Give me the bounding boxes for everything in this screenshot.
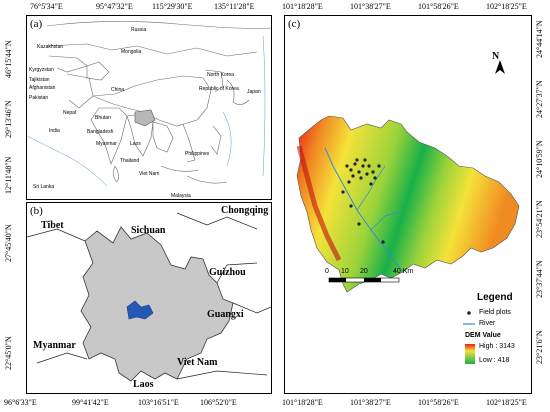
river-line xyxy=(324,147,404,273)
country-label: Russia xyxy=(131,27,147,33)
scale-label: 0 xyxy=(325,268,329,275)
country-label: Republic of Korea xyxy=(199,86,239,92)
panel-tag: (a) xyxy=(30,18,43,30)
tick-label: 23°37'44"N xyxy=(535,260,544,298)
tick-label: 24°10'59"N xyxy=(535,140,544,178)
tick-label: 101°18'28"E xyxy=(282,2,323,11)
legend-high: High : 3143 xyxy=(479,343,515,350)
country-label: Pakistan xyxy=(29,95,49,101)
panel-tag: (c) xyxy=(288,18,301,30)
tick-label: 101°38'27"E xyxy=(350,2,391,11)
country-label: North Korea xyxy=(207,72,234,78)
region-label: Myanmar xyxy=(33,340,76,351)
country-label: Tajikistan xyxy=(29,77,50,83)
region-label: Guizhou xyxy=(209,267,246,278)
legend-symbols xyxy=(463,311,475,364)
country-label: Kyrgyzstan xyxy=(29,67,54,73)
region-label: Laos xyxy=(133,379,154,390)
scale-label: 10 xyxy=(341,268,349,275)
country-label: Afghanistan xyxy=(29,85,56,91)
tick-label: 135°11'28"E xyxy=(214,2,255,11)
tick-label: 101°58'26"E xyxy=(418,2,459,11)
tick-label: 27°45'40"N xyxy=(4,224,13,262)
region-label: Viet Nam xyxy=(177,357,218,368)
scale-bar xyxy=(328,277,400,283)
country-label: Viet Nam xyxy=(139,171,160,177)
tick-label: 24°44'14"N xyxy=(535,20,544,58)
scale-label: 20 xyxy=(360,268,368,275)
tick-label: 12°11'48"N xyxy=(4,156,13,194)
tick-label: 115°29'30"E xyxy=(152,2,193,11)
yunnan-province xyxy=(80,226,234,382)
panel-c-dem-map: (c) N 0 10 20 40 Km Legend Field plots R… xyxy=(284,15,532,394)
legend-dem-title: DEM Value xyxy=(465,332,501,339)
tick-label: 106°52'0"E xyxy=(200,398,237,407)
tick-label: 29°13'46"N xyxy=(4,100,13,138)
legend-low: Low : 418 xyxy=(479,357,510,364)
tick-label: 23°54'21"N xyxy=(535,200,544,238)
country-label: Bangladesh xyxy=(87,129,114,135)
legend-field-plots: Field plots xyxy=(479,309,511,316)
study-area xyxy=(126,300,154,320)
panel-b-yunnan-map: (b) Tibet Sichuan Chongqing Guizhou Guan… xyxy=(26,202,272,394)
tick-label: 101°58'26"E xyxy=(418,398,459,407)
country-label: Thailand xyxy=(120,158,140,164)
country-label: Philippines xyxy=(185,151,210,157)
tick-label: 76°5'34"E xyxy=(30,2,63,11)
country-label: Bhutan xyxy=(95,115,111,121)
dem-map xyxy=(296,60,520,364)
tick-label: 101°38'27"E xyxy=(350,398,391,407)
country-label: China xyxy=(111,87,125,93)
tick-label: 96°6'33"E xyxy=(4,398,37,407)
country-label: Kazakhstan xyxy=(37,44,64,50)
tick-label: 102°18'25"E xyxy=(486,2,527,11)
region-label: Sichuan xyxy=(131,225,166,236)
tick-label: 99°41'42"E xyxy=(72,398,109,407)
legend-river: River xyxy=(479,320,496,327)
country-label: Nepal xyxy=(63,110,77,116)
country-label: Myanmar xyxy=(96,141,117,147)
tick-label: 101°18'28"E xyxy=(282,398,323,407)
country-label: Japan xyxy=(247,89,261,95)
country-label: India xyxy=(49,128,60,134)
tick-label: 102°18'25"E xyxy=(486,398,527,407)
panel-a-asia-map: (a) Russia Mongolia Kazakhstan Kyrgyzsta… xyxy=(26,15,272,200)
country-label: Laos xyxy=(130,141,141,147)
panel-tag: (b) xyxy=(30,205,43,217)
north-label: N xyxy=(492,51,500,62)
region-label: Chongqing xyxy=(221,205,269,216)
yunnan-highlight xyxy=(134,109,156,127)
tick-label: 95°47'32"E xyxy=(96,2,133,11)
region-label: Tibet xyxy=(41,220,64,231)
asia-map xyxy=(27,21,271,187)
country-label: Sri Lanka xyxy=(33,184,55,190)
field-plots xyxy=(341,158,385,244)
tick-label: 103°16'51"E xyxy=(138,398,179,407)
tick-label: 46°15'44"N xyxy=(4,40,13,78)
tick-label: 24°27'37"N xyxy=(535,80,544,118)
country-label: Mongolia xyxy=(121,49,142,55)
country-label: Malaysia xyxy=(171,193,191,199)
study-area-dem xyxy=(296,115,520,293)
tick-label: 23°21'6"N xyxy=(535,330,544,364)
scale-label: 40 Km xyxy=(393,268,414,275)
region-label: Guangxi xyxy=(207,309,244,320)
north-arrow xyxy=(495,60,505,74)
tick-label: 22°45'0"N xyxy=(4,336,13,370)
yunnan-map xyxy=(27,212,271,382)
legend-title: Legend xyxy=(477,292,513,303)
